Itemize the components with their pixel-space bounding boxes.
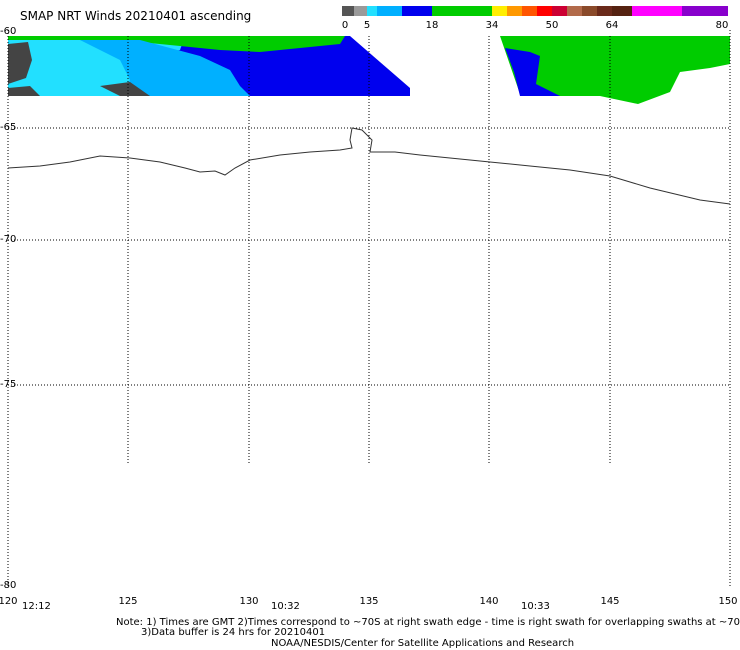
colorbar-segment (612, 6, 632, 16)
wind-speed-colorbar (342, 6, 728, 16)
colorbar-segment (492, 6, 507, 16)
lat-label-65: -65 (0, 122, 17, 133)
lat-lon-grid (8, 36, 730, 465)
colorbar-segment (597, 6, 612, 16)
lon-label-145: 145 (600, 596, 620, 607)
antarctic-coastline (7, 127, 731, 205)
colorbar-tick-label: 80 (715, 20, 729, 31)
lat-label-60: -60 (0, 26, 17, 37)
colorbar-segment (354, 6, 367, 16)
lat-label-75: -75 (0, 379, 17, 390)
lon-label-140: 140 (479, 596, 499, 607)
colorbar-segment (367, 6, 377, 16)
note-line-3: NOAA/NESDIS/Center for Satellite Applica… (271, 638, 575, 649)
colorbar-tick-label: 5 (363, 20, 371, 31)
note-line-1: Note: 1) Times are GMT 2)Times correspon… (116, 617, 740, 628)
lon-label-120: 120 (0, 596, 18, 607)
map-title: SMAP NRT Winds 20210401 ascending (20, 9, 252, 23)
colorbar-segment (567, 6, 582, 16)
colorbar-segment (377, 6, 402, 16)
note-line-2: 3)Data buffer is 24 hrs for 20210401 (141, 627, 326, 638)
colorbar-segment (342, 6, 354, 16)
colorbar-segment (432, 6, 492, 16)
colorbar-segment (537, 6, 552, 16)
lon-label-135: 135 (359, 596, 379, 607)
colorbar-tick-label: 18 (425, 20, 439, 31)
colorbar-segment (632, 6, 682, 16)
colorbar-tick-label: 64 (605, 20, 619, 31)
lat-label-70: -70 (0, 234, 17, 245)
colorbar-segment (507, 6, 522, 16)
swath-time-1: 12:12 (22, 601, 51, 612)
colorbar-segment (552, 6, 567, 16)
colorbar-tick-label: 0 (341, 20, 349, 31)
colorbar-tick-label: 34 (485, 20, 499, 31)
lon-label-125: 125 (118, 596, 138, 607)
wind-swath-left (8, 36, 410, 96)
swath-time-3: 10:33 (521, 601, 550, 612)
wind-swath-right (500, 36, 730, 104)
colorbar-segment (582, 6, 597, 16)
lat-label-80: -80 (0, 580, 17, 591)
lon-label-150: 150 (718, 596, 738, 607)
colorbar-segment (522, 6, 537, 16)
colorbar-segment (682, 6, 728, 16)
colorbar-segment (402, 6, 432, 16)
lon-label-130: 130 (239, 596, 259, 607)
swath-time-2: 10:32 (271, 601, 300, 612)
colorbar-tick-label: 50 (545, 20, 559, 31)
